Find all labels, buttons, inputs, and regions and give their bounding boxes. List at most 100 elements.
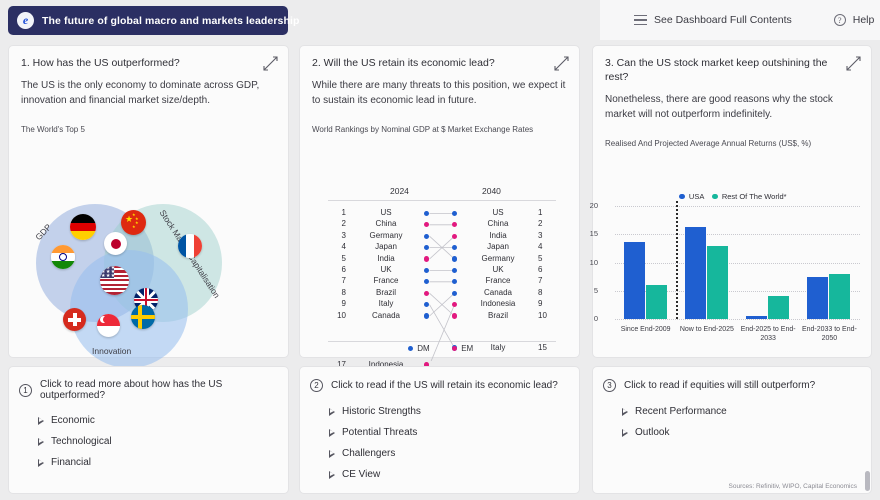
help-button[interactable]: ? Help: [833, 14, 875, 26]
flag-switzerland-icon: [63, 308, 86, 331]
list-item-label: Historic Strengths: [342, 406, 421, 417]
list-item[interactable]: Economic: [38, 410, 288, 431]
list-item[interactable]: Potential Threats: [329, 422, 579, 443]
list-item-label: Economic: [51, 415, 95, 426]
list-item[interactable]: Outlook: [622, 422, 871, 443]
expand-icon[interactable]: [263, 56, 278, 71]
slope-country-left: Italy: [378, 299, 394, 309]
play-triangle-icon: [329, 407, 335, 416]
help-label: Help: [852, 14, 875, 26]
list-item[interactable]: Technological: [38, 431, 288, 452]
slope-dot-left: [424, 290, 430, 296]
expand-icon[interactable]: [554, 56, 569, 71]
panel-1-chart-title: The World's Top 5: [21, 125, 85, 135]
app-header: e The future of global macro and markets…: [0, 0, 880, 40]
slope-rank-right: 3: [538, 230, 543, 240]
slope-country-left: US: [380, 208, 392, 217]
list-item-label: Recent Performance: [635, 406, 727, 417]
legend-item-dm: DM: [407, 344, 430, 353]
slope-dot-right: [452, 256, 458, 262]
links-panel-2[interactable]: 2 Click to read if the US will retain it…: [299, 366, 580, 494]
slope-dot-left: [424, 279, 430, 285]
slope-country-right: France: [485, 276, 511, 286]
slope-dot-left: [424, 233, 430, 239]
play-triangle-icon: [38, 458, 44, 467]
venn-diagram: GDP Stock Market Capitalisation Innovati…: [9, 191, 290, 368]
see-full-contents-button[interactable]: See Dashboard Full Contents: [634, 14, 792, 26]
slope-rank-right: 1: [538, 208, 543, 217]
slope-rank-right: 9: [538, 299, 543, 309]
slope-rank-left: 8: [341, 287, 346, 297]
slope-row-right: Canada 8: [300, 288, 581, 299]
slope-dot-right: [452, 279, 458, 285]
list-item[interactable]: Historic Strengths: [329, 401, 579, 422]
play-triangle-icon: [329, 449, 335, 458]
panel-2-chart-title: World Rankings by Nominal GDP at $ Marke…: [312, 125, 534, 135]
slope-country-left: UK: [380, 265, 392, 274]
legend-swatch-usa: [679, 193, 685, 200]
panel-2-header: 2. Will the US retain its economic lead?…: [300, 46, 579, 108]
list-item[interactable]: Challengers: [329, 443, 579, 464]
panel-will-us-retain-lead[interactable]: 2. Will the US retain its economic lead?…: [299, 45, 581, 369]
slope-rank-left: 3: [341, 230, 346, 240]
brand-logo-icon: e: [17, 12, 34, 29]
list-item-label: Technological: [51, 436, 112, 447]
slope-row-right: Indonesia 9: [300, 299, 581, 310]
legend-label-rest-of-world: Rest Of The World*: [721, 192, 787, 201]
flag-singapore-icon: [97, 314, 120, 337]
slope-column-header-2024: 2024: [390, 186, 409, 196]
flag-germany-icon: [70, 214, 96, 240]
list-item[interactable]: Financial: [38, 452, 288, 473]
gridline: [615, 319, 860, 320]
slope-country-left: Canada: [371, 310, 401, 320]
slope-dot-right: [452, 301, 458, 308]
slope-row-left: 17 Indonesia: [300, 360, 581, 371]
slope-dot-right: [452, 210, 458, 216]
slope-rank-left: 17: [337, 359, 346, 369]
slope-country-left: Japan: [375, 242, 397, 252]
links-panel-1[interactable]: 1 Click to read more about how has the U…: [8, 366, 289, 494]
slope-rank-left: 9: [341, 299, 346, 309]
y-axis-tick-label: 5: [593, 285, 598, 295]
vertical-scrollbar[interactable]: [865, 471, 870, 491]
slope-row-left: 6 UK: [300, 265, 581, 276]
y-axis-tick-label: 0: [593, 314, 598, 323]
slope-dot-left: [424, 244, 430, 251]
flag-sweden-icon: [131, 305, 155, 329]
bar-usa: [684, 226, 706, 319]
slope-row-right: Germany 5: [300, 254, 581, 265]
see-full-contents-label: See Dashboard Full Contents: [654, 14, 792, 26]
list-item[interactable]: Recent Performance: [622, 401, 871, 422]
slope-country-right: UK: [492, 265, 504, 274]
gridline: [615, 290, 860, 292]
slope-country-left: Germany: [369, 230, 403, 240]
slope-rank-left: 4: [341, 242, 346, 252]
returns-bar-chart: USA Rest Of The World* 0 5 10 15 20 Since En…: [590, 192, 873, 357]
legend-label-dm: DM: [417, 344, 430, 353]
slope-dot-left: [424, 301, 430, 308]
play-triangle-icon: [38, 416, 44, 425]
slope-country-left: India: [377, 253, 395, 263]
links-panel-2-header: 2 Click to read if the US will retain it…: [300, 367, 579, 392]
slope-rank-left: 5: [341, 253, 346, 263]
panel-3-question: 3. Can the US stock market keep outshini…: [605, 57, 828, 84]
dashboard-title-pill: e The future of global macro and markets…: [8, 6, 299, 35]
bar-rest-of-the-world: [768, 295, 790, 319]
expand-icon[interactable]: [846, 56, 861, 71]
panel-us-stock-market-outshine[interactable]: 3. Can the US stock market keep outshini…: [590, 45, 873, 358]
slope-column-header-2040: 2040: [482, 186, 501, 196]
panel-how-has-us-outperformed[interactable]: 1. How has the US outperformed? The US i…: [8, 45, 290, 368]
flag-usa-icon: ★★★ ★★★ ★★★: [100, 266, 129, 295]
y-axis-tick-label: 20: [589, 201, 598, 210]
slope-rank-right: 15: [538, 342, 547, 352]
slope-country-right: Italy: [490, 342, 506, 352]
hamburger-icon: [634, 15, 647, 25]
links-panel-3[interactable]: 3 Click to read if equities will still o…: [592, 366, 872, 494]
x-axis-tick-label: End-2025 to End-2033: [740, 326, 796, 343]
slope-country-right: India: [489, 230, 507, 240]
slope-dot-left: [424, 267, 430, 273]
bar-chart-plot-area: 0 5 10 15 20: [590, 201, 860, 323]
list-item[interactable]: CE View: [329, 464, 579, 485]
x-axis-tick-label: Now to End-2025: [679, 326, 734, 333]
